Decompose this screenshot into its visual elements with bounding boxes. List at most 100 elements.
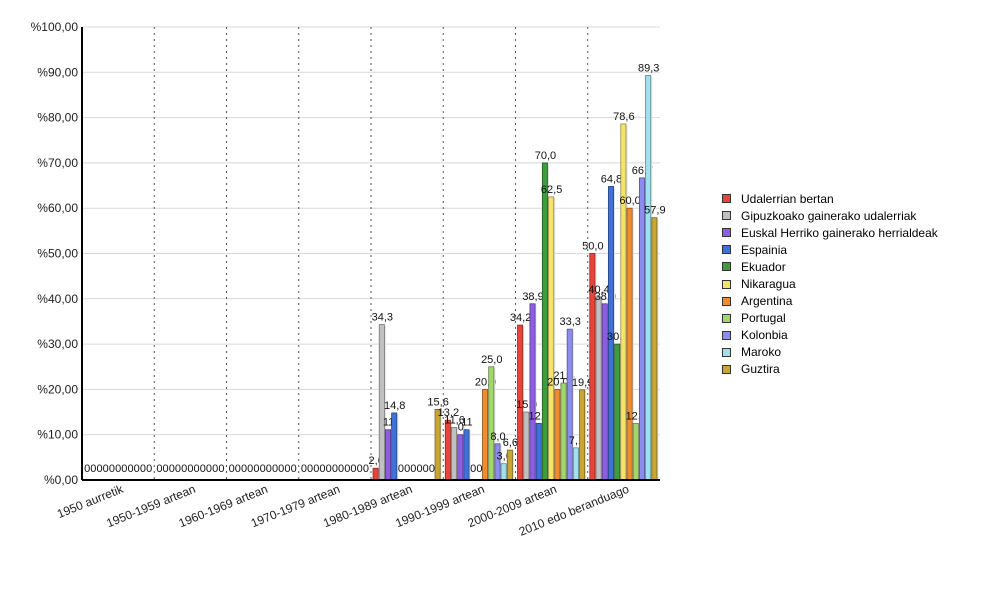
bar bbox=[620, 123, 627, 481]
bar bbox=[632, 422, 639, 481]
data-label: 0 bbox=[229, 463, 235, 475]
data-label: 0 bbox=[326, 463, 332, 475]
bar bbox=[638, 177, 645, 481]
data-label: 0 bbox=[416, 463, 422, 475]
bar bbox=[541, 162, 548, 481]
data-label: 0 bbox=[344, 463, 350, 475]
legend-item: Ekuador bbox=[722, 258, 938, 275]
bar bbox=[572, 447, 579, 481]
data-label: 0 bbox=[307, 463, 313, 475]
data-label: 25,0 bbox=[481, 354, 502, 366]
data-label: 89,3 bbox=[638, 62, 659, 74]
data-label: 0 bbox=[84, 463, 90, 475]
bar bbox=[614, 343, 621, 481]
bar bbox=[385, 429, 392, 481]
data-label: 0 bbox=[429, 463, 435, 475]
data-label: 0 bbox=[350, 463, 356, 475]
bar bbox=[566, 328, 573, 481]
data-label: 0 bbox=[96, 463, 102, 475]
y-tick-label: %100,00 bbox=[31, 20, 79, 34]
data-label: 0 bbox=[423, 463, 429, 475]
y-tick-label: %80,00 bbox=[37, 111, 78, 125]
data-label: 64,8 bbox=[601, 173, 622, 185]
data-label: 0 bbox=[187, 463, 193, 475]
data-label: 0 bbox=[200, 463, 206, 475]
data-label: 0 bbox=[332, 463, 338, 475]
data-label: 6,6 bbox=[503, 437, 518, 449]
data-label: 0 bbox=[247, 463, 253, 475]
legend-swatch bbox=[722, 364, 731, 374]
data-label: 13,2 bbox=[438, 407, 459, 419]
data-label: 0 bbox=[134, 463, 140, 475]
legend-swatch bbox=[722, 313, 731, 323]
data-label: 0 bbox=[363, 463, 369, 475]
legend-label: Kolonbia bbox=[741, 328, 788, 343]
data-label: 0 bbox=[301, 463, 307, 475]
bar bbox=[651, 217, 658, 481]
data-label: 11,6 bbox=[444, 414, 465, 426]
legend-label: Maroko bbox=[741, 345, 782, 360]
data-label: 0 bbox=[218, 463, 224, 475]
data-label: 0 bbox=[235, 463, 241, 475]
legend-swatch bbox=[722, 279, 731, 289]
bar bbox=[579, 389, 586, 481]
data-label: 70,0 bbox=[535, 150, 556, 162]
legend-label: Gipuzkoako gainerako udalerriak bbox=[741, 208, 917, 223]
legend-item: Gipuzkoako gainerako udalerriak bbox=[722, 207, 938, 224]
bar bbox=[451, 427, 458, 481]
legend-item: Argentina bbox=[722, 293, 938, 310]
data-label: 0 bbox=[103, 463, 109, 475]
legend-label: Espainia bbox=[741, 242, 788, 257]
data-label: 0 bbox=[291, 463, 297, 475]
y-tick-label: %70,00 bbox=[37, 156, 78, 170]
legend: Udalerrian bertan Gipuzkoako gainerako ud… bbox=[722, 190, 938, 378]
legend-swatch bbox=[722, 347, 731, 357]
data-label: 0 bbox=[278, 463, 284, 475]
data-label: 0 bbox=[156, 463, 162, 475]
bar bbox=[500, 463, 507, 481]
data-label: 33,3 bbox=[560, 316, 581, 328]
bar bbox=[548, 196, 555, 481]
data-label: 60,0 bbox=[619, 195, 640, 207]
data-label: 0 bbox=[109, 463, 115, 475]
data-label: 0 bbox=[313, 463, 319, 475]
legend-item: Portugal bbox=[722, 310, 938, 327]
y-tick-label: %30,00 bbox=[37, 337, 78, 351]
y-tick-label: %0,00 bbox=[44, 473, 78, 487]
bar bbox=[560, 382, 567, 481]
bar bbox=[444, 419, 451, 481]
data-label: 0 bbox=[121, 463, 127, 475]
data-label: 57,9 bbox=[644, 205, 665, 217]
legend-swatch bbox=[722, 262, 731, 272]
legend-swatch bbox=[722, 245, 731, 255]
data-label: 0 bbox=[140, 463, 146, 475]
data-label: 0 bbox=[284, 463, 290, 475]
bar bbox=[529, 303, 536, 481]
data-label: 15,6 bbox=[427, 396, 448, 408]
data-label: 0 bbox=[146, 463, 152, 475]
legend-item: Espainia bbox=[722, 241, 938, 258]
data-label: 0 bbox=[404, 463, 410, 475]
legend-swatch bbox=[722, 330, 731, 340]
legend-item: Maroko bbox=[722, 344, 938, 361]
bar bbox=[595, 296, 602, 481]
data-label: 0 bbox=[241, 463, 247, 475]
data-label: 0 bbox=[253, 463, 259, 475]
data-label: 34,3 bbox=[372, 312, 393, 324]
data-label: 8,0 bbox=[490, 431, 505, 443]
legend-item: Kolonbia bbox=[722, 327, 938, 344]
data-label: 0 bbox=[458, 422, 464, 434]
bar bbox=[457, 434, 464, 481]
data-label: 0 bbox=[272, 463, 278, 475]
data-label: 19,9 bbox=[572, 377, 593, 389]
legend-item: Nikaragua bbox=[722, 275, 938, 292]
legend-label: Ekuador bbox=[741, 259, 786, 274]
legend-label: Euskal Herriko gainerako herrialdeak bbox=[741, 225, 938, 240]
data-label: 0 bbox=[175, 463, 181, 475]
y-tick-label: %60,00 bbox=[37, 201, 78, 215]
data-label: 0 bbox=[127, 463, 133, 475]
data-label: 0 bbox=[194, 463, 200, 475]
data-label: 0 bbox=[338, 463, 344, 475]
legend-item: Udalerrian bertan bbox=[722, 190, 938, 207]
